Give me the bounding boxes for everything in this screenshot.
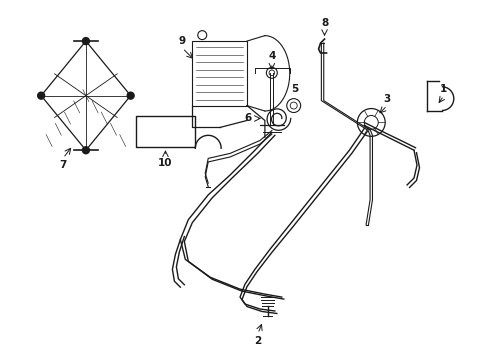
Text: 3: 3 [383,94,390,104]
Bar [192,41,246,105]
Text: 10: 10 [158,158,172,168]
Text: 6: 6 [244,113,251,123]
Circle shape [82,147,89,154]
Text: 9: 9 [179,36,185,46]
Text: 7: 7 [59,160,66,170]
Circle shape [38,92,44,99]
Text: 4: 4 [267,51,275,61]
Circle shape [82,37,89,45]
Text: 1: 1 [439,84,447,94]
Text: 5: 5 [290,84,298,94]
Circle shape [127,92,134,99]
Text: 8: 8 [320,18,327,28]
Text: 2: 2 [254,336,261,346]
Bar [135,116,195,147]
